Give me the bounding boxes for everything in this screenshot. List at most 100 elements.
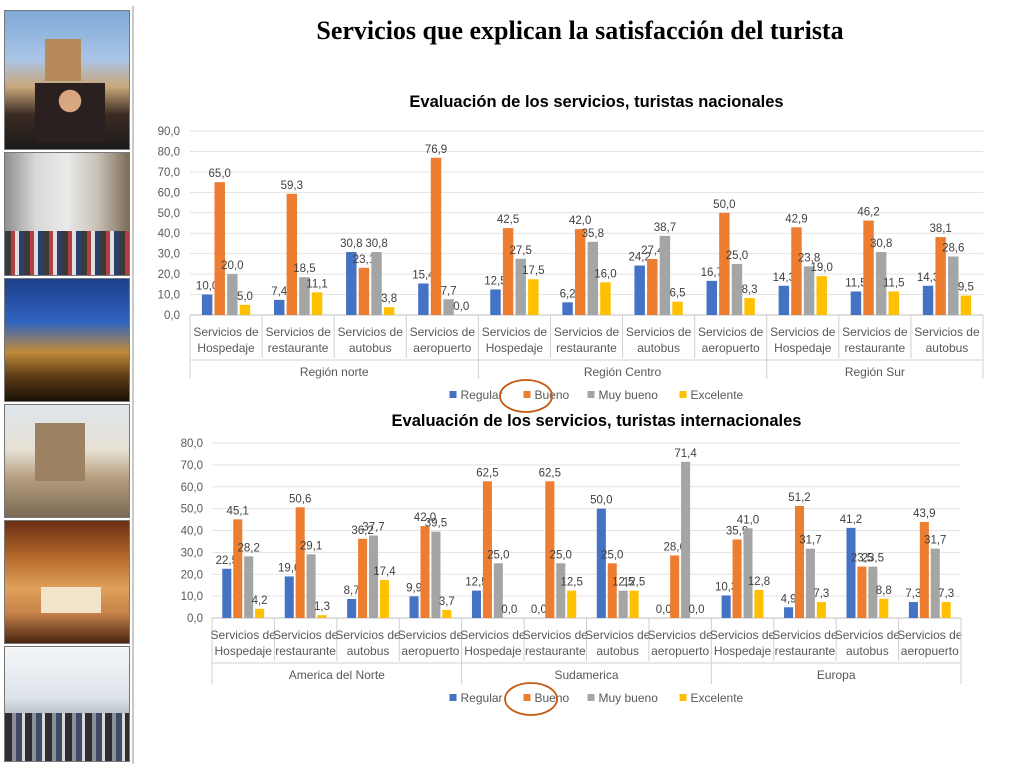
bar-bueno [502,228,514,315]
y-tick-label: 70,0 [181,460,203,472]
highlight-circle [499,379,553,413]
bar-excelente [744,298,755,315]
bar-excelente [311,292,323,315]
bar-regular [922,285,934,315]
legend-swatch [523,694,531,701]
category-label: Servicios de [410,325,476,339]
data-label: 11,5 [883,277,905,289]
category-label: autobus [349,341,392,355]
category-label: aeropuerto [401,644,459,658]
data-label: 8,3 [742,284,758,296]
data-label: 4,9 [781,593,797,605]
bar-muy-bueno [431,531,441,618]
data-label: 17,4 [373,566,396,578]
bar-bueno [214,182,225,315]
bar-muy-bueno [731,263,743,315]
data-label: 31,7 [924,535,946,547]
bar-bueno [670,555,680,618]
bar-bueno [791,227,802,315]
data-label: 16,0 [594,268,616,280]
category-label: restaurante [268,341,329,355]
data-label: 14,3 [773,272,795,284]
category-label: Hospedaje [714,644,772,658]
data-label: 36,2 [351,525,373,537]
bar-regular [706,280,717,315]
chart-title: Evaluación de los servicios, turistas na… [409,93,783,111]
bar-bueno [857,566,867,618]
bar-muy-bueno [244,556,254,618]
data-label: 50,0 [590,495,612,507]
data-label: 23,5 [851,553,873,565]
data-label: 20,0 [221,260,243,272]
y-tick-label: 30,0 [181,547,203,559]
y-tick-label: 90,0 [158,126,180,138]
category-label: Servicios de [626,325,692,339]
category-label: aeropuerto [702,341,760,355]
data-label: 19,0 [811,262,833,274]
data-label: 65,0 [209,168,231,180]
bar-muy-bueno [948,256,959,315]
bar-regular [908,602,918,618]
bar-excelente [754,590,764,618]
bar-excelente [879,598,889,618]
data-label: 7,3 [813,588,829,600]
data-label: 42,5 [497,214,519,226]
category-label: restaurante [556,341,617,355]
bar-regular [846,527,856,618]
category-label: Hospedaje [464,644,522,658]
bar-muy-bueno [368,535,379,618]
data-label: 31,7 [799,535,821,547]
category-label: Servicios de [585,628,651,642]
data-label: 0,0 [531,604,547,616]
bar-excelente [629,590,639,618]
bar-muy-bueno [743,528,753,618]
bar-muy-bueno [805,548,815,618]
data-label: 25,0 [487,549,509,561]
category-label: Hospedaje [215,644,273,658]
street-crowd-photo [4,152,130,276]
category-label: aeropuerto [901,644,959,658]
y-tick-label: 10,0 [158,290,180,302]
category-label: restaurante [275,644,336,658]
data-label: 6,2 [560,288,576,300]
data-label: 42,9 [785,213,807,225]
category-label: Servicios de [835,628,901,642]
data-label: 41,0 [737,514,759,526]
data-label: 50,6 [289,493,311,505]
legend-swatch [449,694,457,701]
data-label: 3,7 [439,596,455,608]
bar-regular [562,302,573,315]
bar-regular [634,265,645,315]
data-label: 59,3 [281,180,303,192]
data-label: 27,5 [510,245,532,257]
bar-regular [346,252,357,315]
bar-regular [471,590,482,618]
category-label: Servicios de [647,628,713,642]
bar-muy-bueno [587,241,599,315]
bar-bueno [719,212,730,315]
bar-muy-bueno [493,563,503,618]
data-label: 7,4 [271,286,288,298]
data-label: 12,8 [748,576,770,588]
bar-bueno [732,539,742,618]
data-label: 51,2 [788,492,810,504]
bar-muy-bueno [803,266,815,315]
data-label: 29,1 [300,540,322,552]
bar-muy-bueno [371,252,382,315]
category-label: autobus [596,644,639,658]
bar-muy-bueno [659,235,671,315]
data-label: 62,5 [539,467,561,479]
category-label: autobus [347,644,390,658]
bar-bueno [935,237,946,315]
category-label: Servicios de [523,628,589,642]
category-label: Servicios de [338,325,404,339]
bar-muy-bueno [868,566,878,618]
category-label: Servicios de [211,628,277,642]
church-tourists-photo [4,404,130,518]
category-label: Servicios de [770,325,836,339]
data-label: 12,5 [465,577,487,589]
data-label: 17,5 [522,265,544,277]
bar-excelente [255,608,265,618]
data-label: 38,1 [929,223,951,235]
legend-swatch [587,694,595,701]
